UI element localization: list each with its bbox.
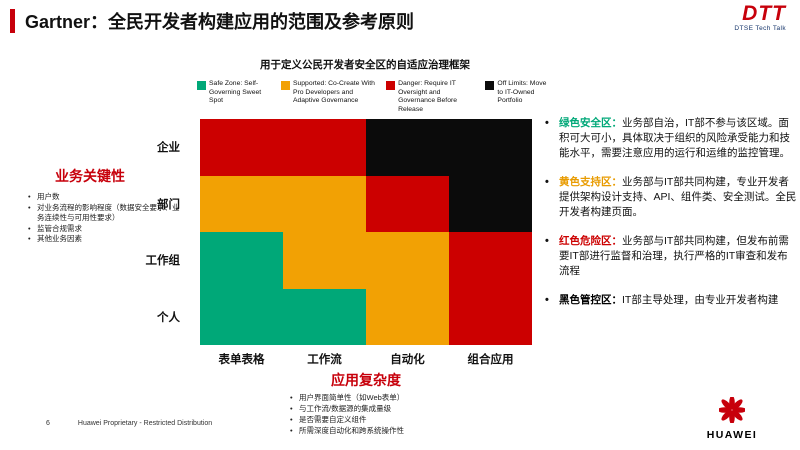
bullet-icon: • bbox=[545, 176, 549, 188]
dtt-logo: DTT DTSE Tech Talk bbox=[734, 2, 786, 33]
list-item: 是否需要自定义组件 bbox=[290, 414, 490, 425]
col-label-forms: 表单表格 bbox=[218, 354, 265, 366]
page-title: Gartner：全民开发者构建应用的范围及参考原则 bbox=[25, 12, 415, 32]
page-number: 6 bbox=[46, 420, 50, 427]
huawei-wordmark: HUAWEI bbox=[706, 429, 758, 441]
chart-legend: Safe Zone: Self-Governing Sweet Spot Sup… bbox=[197, 80, 547, 114]
list-item: 用户界面简单性（如Web表单） bbox=[290, 392, 490, 403]
title-accent-bar bbox=[10, 9, 15, 33]
criticality-list: 用户数 对业务流程的影响程度（数据安全要求、业务连续性与可用性要求） 监管合规需… bbox=[28, 192, 186, 245]
principle-text: 黑色管控区：IT部主导处理，由专业开发者构建 bbox=[559, 293, 778, 308]
list-item: 用户数 bbox=[28, 192, 186, 203]
legend-label: Safe Zone: Self-Governing Sweet Spot bbox=[209, 80, 262, 104]
principles-panel: • 绿色安全区：业务部自治，IT部不参与该区域。面积可大可小，具体取决于组织的风… bbox=[545, 116, 797, 308]
huawei-flower-icon bbox=[717, 395, 747, 425]
matrix-col-labels: 表单表格 工作流 自动化 组合应用 bbox=[200, 351, 532, 367]
complexity-list: 用户界面简单性（如Web表单） 与工作流/数据源的集成量级 是否需要自定义组件 … bbox=[290, 392, 490, 436]
matrix-cell-r1c1 bbox=[283, 175, 366, 232]
matrix-cell-r0c0 bbox=[200, 119, 283, 176]
legend-item-supported: Supported: Co-Create With Pro Developers… bbox=[280, 80, 379, 106]
complexity-axis-title: 应用复杂度 bbox=[331, 372, 401, 388]
list-item: 其他业务因素 bbox=[28, 234, 186, 245]
criticality-axis-title: 业务关键性 bbox=[55, 168, 125, 184]
matrix-cell-r2c0 bbox=[200, 232, 283, 289]
matrix-cell-r2c2 bbox=[366, 232, 449, 289]
matrix-cell-r3c3 bbox=[449, 288, 532, 345]
matrix-cell-r3c2 bbox=[366, 288, 449, 345]
bullet-icon: • bbox=[545, 117, 549, 129]
slide-header: Gartner：全民开发者构建应用的范围及参考原则 bbox=[10, 8, 414, 34]
legend-item-off-limits: Off Limits: Move to IT-Owned Portfolio bbox=[485, 80, 547, 106]
principle-text: 红色危险区：业务部与IT部共同构建，但发布前需要IT部进行监督和治理，执行严格的… bbox=[559, 234, 797, 279]
row-label-personal: 个人 bbox=[157, 311, 180, 324]
footer: 6 Huawei Proprietary - Restricted Distri… bbox=[46, 420, 212, 427]
col-label-workflow: 工作流 bbox=[307, 354, 342, 366]
list-item: 与工作流/数据源的集成量级 bbox=[290, 403, 490, 414]
matrix-cell-r0c1 bbox=[283, 119, 366, 176]
list-item: 对业务流程的影响程度（数据安全要求、业务连续性与可用性要求） bbox=[28, 203, 186, 224]
principle-red-zone: • 红色危险区：业务部与IT部共同构建，但发布前需要IT部进行监督和治理，执行严… bbox=[545, 234, 797, 279]
matrix-cell-r0c3 bbox=[449, 119, 532, 176]
principle-black-zone: • 黑色管控区：IT部主导处理，由专业开发者构建 bbox=[545, 293, 797, 308]
matrix-cell-r3c1 bbox=[283, 288, 366, 345]
principle-body: 业务部与IT部共同构建，但发布前需要IT部进行监督和治理，执行严格的IT审查和发… bbox=[559, 235, 789, 277]
principle-term: 红色危险区： bbox=[559, 235, 622, 247]
red-swatch-icon bbox=[386, 81, 396, 90]
principle-term: 绿色安全区： bbox=[559, 117, 622, 129]
dtt-logo-tagline: DTSE Tech Talk bbox=[734, 25, 786, 32]
chart-title: 用于定义公民开发者安全区的自适应治理框架 bbox=[260, 59, 470, 71]
matrix-cell-r3c0 bbox=[200, 288, 283, 345]
principle-term: 黄色支持区： bbox=[559, 176, 622, 188]
legend-item-danger: Danger: Require IT Oversight and Governa… bbox=[386, 80, 478, 114]
principle-term: 黑色管控区： bbox=[559, 294, 622, 306]
matrix-cell-r1c2 bbox=[366, 175, 449, 232]
principle-text: 黄色支持区：业务部与IT部共同构建，专业开发者提供架构设计支持、API、组件类、… bbox=[559, 175, 797, 220]
huawei-logo: HUAWEI bbox=[696, 395, 768, 441]
list-item: 所需深度自动化和跨系统操作性 bbox=[290, 425, 490, 436]
matrix-cell-r2c1 bbox=[283, 232, 366, 289]
legend-label: Supported: Co-Create With Pro Developers… bbox=[292, 80, 375, 104]
matrix-cell-r2c3 bbox=[449, 232, 532, 289]
green-swatch-icon bbox=[197, 81, 206, 90]
bullet-icon: • bbox=[545, 235, 549, 247]
principle-body: IT部主导处理，由专业开发者构建 bbox=[622, 294, 779, 306]
matrix-cell-r1c0 bbox=[200, 175, 283, 232]
principle-body: 业务部与IT部共同构建，专业开发者提供架构设计支持、API、组件类、安全测试。全… bbox=[559, 176, 797, 218]
black-swatch-icon bbox=[485, 81, 495, 90]
principle-green-zone: • 绿色安全区：业务部自治，IT部不参与该区域。面积可大可小，具体取决于组织的风… bbox=[545, 116, 797, 161]
classification-text: Huawei Proprietary - Restricted Distribu… bbox=[77, 420, 213, 427]
legend-label: Off Limits: Move to IT-Owned Portfolio bbox=[497, 80, 547, 104]
principle-yellow-zone: • 黄色支持区：业务部与IT部共同构建，专业开发者提供架构设计支持、API、组件… bbox=[545, 175, 797, 220]
matrix-cell-r1c3 bbox=[449, 175, 532, 232]
row-label-workgroup: 工作组 bbox=[145, 255, 181, 268]
matrix-cell-r0c2 bbox=[366, 119, 449, 176]
col-label-composite: 组合应用 bbox=[467, 354, 514, 366]
col-label-automation: 自动化 bbox=[390, 354, 425, 366]
list-item: 监管合规需求 bbox=[28, 224, 186, 235]
orange-swatch-icon bbox=[280, 81, 290, 90]
bullet-icon: • bbox=[545, 294, 549, 306]
governance-matrix bbox=[200, 119, 532, 345]
principle-body: 业务部自治，IT部不参与该区域。面积可大可小，具体取决于组织的风险承受能力和技能… bbox=[559, 117, 790, 159]
dtt-logo-text: DTT bbox=[742, 2, 786, 25]
legend-item-safe-zone: Safe Zone: Self-Governing Sweet Spot bbox=[197, 80, 274, 106]
principle-text: 绿色安全区：业务部自治，IT部不参与该区域。面积可大可小，具体取决于组织的风险承… bbox=[559, 116, 797, 161]
row-label-enterprise: 企业 bbox=[157, 142, 180, 155]
legend-label: Danger: Require IT Oversight and Governa… bbox=[398, 80, 458, 113]
